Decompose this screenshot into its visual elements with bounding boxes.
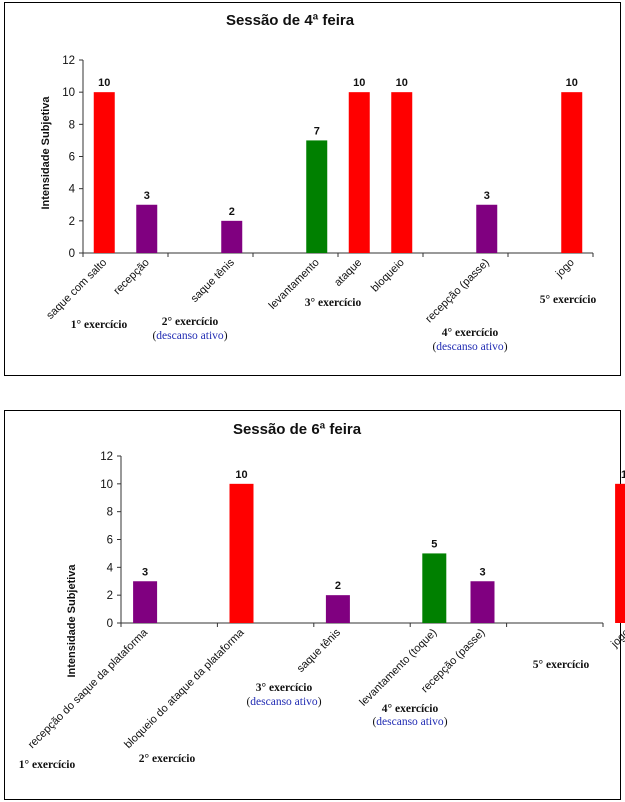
exercise-label: 5° exercício (533, 659, 590, 671)
y-tick-label: 0 (69, 248, 75, 260)
bar-value-label: 2 (335, 580, 341, 592)
bar (476, 204, 498, 253)
x-category-label: bloqueio (369, 257, 407, 295)
y-tick-label: 4 (69, 184, 76, 196)
bar-value-label: 10 (353, 77, 365, 89)
bar-value-label: 10 (235, 469, 247, 481)
bar (229, 483, 254, 623)
chart-panel-wednesday: Sessão de 4ª feira Intensidade Subjetiva 0… (4, 2, 621, 376)
x-category-label: jogo (608, 627, 625, 651)
bar-value-label: 3 (484, 190, 490, 202)
bar-value-label: 2 (229, 206, 235, 218)
bar (93, 92, 115, 254)
exercise-note: (descanso ativo) (432, 341, 507, 353)
bar (306, 140, 328, 253)
bar-value-label: 7 (314, 125, 320, 137)
bar (348, 92, 370, 254)
y-tick-label: 6 (69, 152, 75, 164)
y-tick-label: 6 (107, 535, 113, 547)
y-tick-label: 4 (107, 562, 114, 574)
exercise-label: 2° exercício (139, 753, 196, 765)
bar (325, 595, 350, 623)
x-category-label: bloqueio do ataque da plataforma (122, 626, 247, 751)
exercise-label: 3° exercício (305, 297, 362, 309)
y-tick-label: 2 (69, 216, 75, 228)
y-tick-label: 12 (100, 451, 113, 463)
bar-value-label: 5 (431, 538, 437, 550)
y-axis-label: Intensidade Subjetiva (66, 564, 78, 678)
exercise-label: 5° exercício (540, 294, 597, 306)
bar (470, 581, 495, 623)
y-tick-label: 8 (107, 507, 113, 519)
x-category-label: levantamento (toque) (357, 627, 439, 709)
exercise-note: (descanso ativo) (152, 330, 227, 342)
chart-panel-friday: Sessão de 6ª feira Intensidade Subjetiva 0… (4, 410, 625, 800)
x-category-label: saque tênis (295, 626, 344, 675)
bar (221, 220, 243, 253)
exercise-label: 1° exercício (71, 319, 128, 331)
chart-friday: Sessão de 6ª feira Intensidade Subjetiva 0… (19, 421, 625, 771)
bar-value-label: 3 (479, 566, 485, 578)
chart-title: Sessão de 6ª feira (233, 421, 362, 438)
bar (136, 204, 158, 253)
exercise-note: (descanso ativo) (372, 716, 447, 728)
y-axis-label: Intensidade Subjetiva (40, 96, 52, 210)
bar-value-label: 3 (142, 566, 148, 578)
bar (422, 553, 447, 623)
x-category-label: recepção (passe) (423, 257, 492, 326)
y-tick-label: 10 (62, 87, 75, 99)
bar (391, 92, 413, 254)
exercise-label: 4° exercício (442, 327, 499, 339)
y-tick-label: 12 (62, 55, 75, 67)
bar (133, 581, 158, 623)
bar-value-label: 10 (621, 469, 625, 481)
bar (561, 92, 583, 254)
x-category-label: jogo (553, 257, 577, 281)
bar-value-label: 10 (98, 77, 110, 89)
bar (615, 483, 625, 623)
y-tick-label: 2 (107, 590, 113, 602)
exercise-label: 1° exercício (19, 759, 76, 771)
bar-value-label: 10 (396, 77, 408, 89)
x-category-label: ataque (332, 257, 364, 289)
bar-value-label: 10 (566, 77, 578, 89)
x-category-label: recepção (111, 257, 151, 297)
exercise-label: 4° exercício (382, 703, 439, 715)
y-tick-label: 8 (69, 119, 75, 131)
chart-title: Sessão de 4ª feira (226, 12, 355, 29)
exercise-label: 2° exercício (162, 316, 219, 328)
x-category-label: saque com salto (44, 257, 109, 322)
chart-wednesday: Sessão de 4ª feira Intensidade Subjetiva 0… (40, 12, 597, 353)
bar-value-label: 3 (144, 190, 150, 202)
x-category-label: saque tênis (189, 256, 238, 305)
exercise-note: (descanso ativo) (246, 696, 321, 708)
y-tick-label: 0 (107, 618, 113, 630)
y-tick-label: 10 (100, 479, 113, 491)
exercise-label: 3° exercício (256, 682, 313, 694)
